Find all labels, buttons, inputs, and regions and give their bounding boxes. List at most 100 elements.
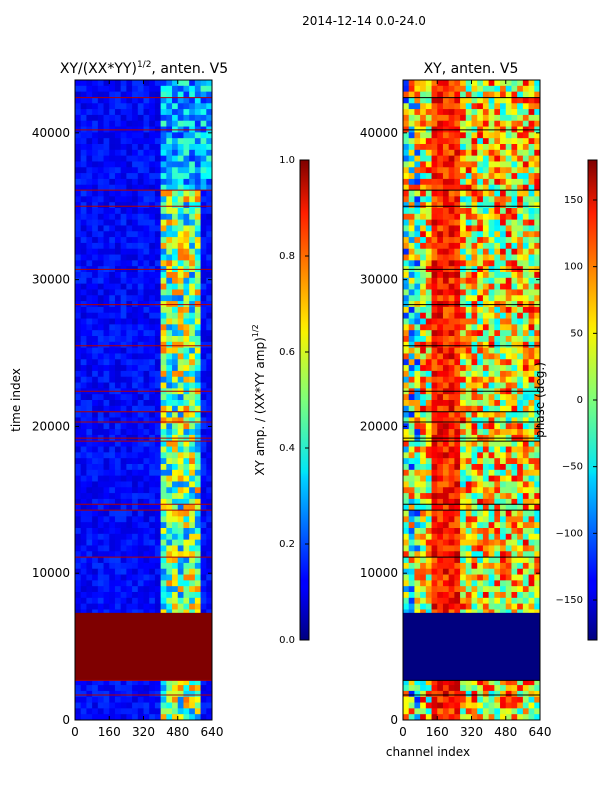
phase-heatmap-cell (482, 103, 490, 110)
amp-heatmap-cell (80, 237, 87, 244)
amp-heatmap-cell (114, 190, 122, 197)
phase-heatmap-cell (448, 440, 455, 447)
phase-heatmap-cell (408, 528, 415, 535)
amp-heatmap-cell (120, 289, 127, 296)
amp-heatmap-cell (86, 493, 93, 500)
phase-heatmap-cell (534, 551, 541, 558)
phase-heatmap-cell (420, 97, 427, 104)
phase-heatmap-cell (425, 149, 432, 157)
phase-heatmap-cell (522, 481, 529, 488)
phase-heatmap-cell (408, 289, 415, 296)
amp-heatmap-cell (109, 522, 116, 529)
phase-heatmap-cell (465, 568, 472, 575)
phase-heatmap-cell (517, 580, 524, 587)
phase-heatmap-cell (528, 237, 535, 244)
amp-heatmap-cell (154, 295, 162, 302)
amp-heatmap-cell (172, 225, 179, 232)
amp-heatmap-cell (126, 202, 133, 209)
amp-heatmap-cell (103, 161, 110, 168)
amp-heatmap-cell (132, 475, 139, 482)
amp-heatmap-cell (86, 248, 93, 255)
phase-heatmap-cell (534, 208, 541, 215)
amp-heatmap-cell (206, 178, 213, 186)
phase-heatmap-cell (437, 178, 444, 186)
amp-heatmap-cell (206, 103, 213, 110)
amp-heatmap-cell (92, 202, 99, 209)
phase-heatmap-cell (414, 208, 421, 215)
amp-heatmap-cell (80, 184, 87, 191)
phase-heatmap-cell (408, 190, 415, 197)
phase-heatmap-cell (420, 359, 427, 366)
phase-heatmap-cell (465, 359, 472, 366)
phase-heatmap-cell (471, 138, 478, 145)
phase-heatmap-cell (414, 411, 421, 418)
phase-heatmap-cell (511, 173, 518, 180)
phase-heatmap-cell (408, 545, 415, 552)
phase-heatmap-cell (454, 528, 461, 535)
phase-heatmap-cell (408, 464, 415, 471)
amp-heatmap-cell (177, 347, 184, 354)
amp-heatmap-cell (200, 114, 207, 122)
amp-heatmap-cell (149, 365, 156, 372)
phase-heatmap-cell (465, 85, 472, 93)
amp-heatmap-cell (177, 277, 184, 285)
phase-heatmap-cell (517, 411, 524, 418)
phase-heatmap-cell (454, 97, 461, 104)
amp-heatmap-cell (172, 254, 179, 261)
amp-heatmap-cell (103, 341, 110, 349)
amp-heatmap-cell (183, 714, 190, 721)
phase-heatmap-cell (500, 114, 507, 122)
phase-heatmap-cell (454, 237, 461, 244)
amp-colorbar-label-exponent: 1/2 (251, 324, 260, 337)
amp-heatmap-cell (126, 161, 133, 168)
phase-heatmap-cell (488, 557, 495, 564)
phase-heatmap-cell (477, 469, 484, 477)
amp-heatmap-cell (154, 289, 162, 296)
phase-heatmap-cell (500, 219, 507, 226)
amp-heatmap-cell (114, 208, 122, 215)
amp-heatmap-cell (86, 487, 93, 494)
phase-heatmap-cell (511, 609, 518, 616)
phase-heatmap-cell (437, 365, 444, 372)
amp-heatmap-cell (177, 417, 184, 424)
amp-heatmap-cell (177, 144, 184, 151)
amp-heatmap-cell (160, 440, 167, 447)
amp-heatmap-cell (103, 539, 110, 546)
phase-heatmap-cell (414, 260, 421, 267)
amp-heatmap-cell (160, 173, 167, 180)
amp-heatmap-cell (137, 184, 144, 191)
amp-heatmap-cell (109, 132, 116, 139)
amp-heatmap-cell (154, 528, 162, 535)
phase-heatmap-cell (465, 574, 472, 581)
amp-heatmap-cell (154, 103, 162, 110)
amp-heatmap-cell (137, 394, 144, 401)
phase-heatmap-cell (437, 85, 444, 93)
amp-heatmap-cell (114, 522, 122, 529)
phase-heatmap-cell (528, 487, 535, 494)
phase-heatmap-cell (528, 557, 535, 564)
amp-heatmap-cell (132, 411, 139, 418)
amp-heatmap-cell (189, 359, 196, 366)
phase-heatmap-cell (420, 161, 427, 168)
phase-heatmap-cell (460, 423, 467, 430)
amp-heatmap-cell (160, 481, 167, 488)
amp-heatmap-cell (166, 359, 173, 366)
phase-heatmap-cell (482, 144, 490, 151)
amp-heatmap-cell (194, 231, 201, 238)
phase-heatmap-cell (511, 190, 518, 197)
phase-heatmap-cell (460, 557, 467, 564)
phase-heatmap-cell (494, 580, 501, 587)
phase-heatmap-cell (460, 411, 467, 418)
phase-heatmap-cell (420, 109, 427, 116)
phase-heatmap-cell (477, 440, 484, 447)
amp-heatmap-cell (183, 528, 190, 535)
phase-heatmap-cell (488, 533, 495, 541)
phase-heatmap-cell (448, 493, 455, 500)
phase-heatmap-cell (448, 481, 455, 488)
phase-heatmap-cell (528, 155, 535, 162)
amp-heatmap-cell (183, 493, 190, 500)
phase-heatmap-cell (431, 487, 438, 494)
amp-heatmap-cell (200, 184, 207, 191)
amp-heatmap-cell (86, 97, 93, 104)
amp-heatmap-cell (154, 685, 162, 692)
